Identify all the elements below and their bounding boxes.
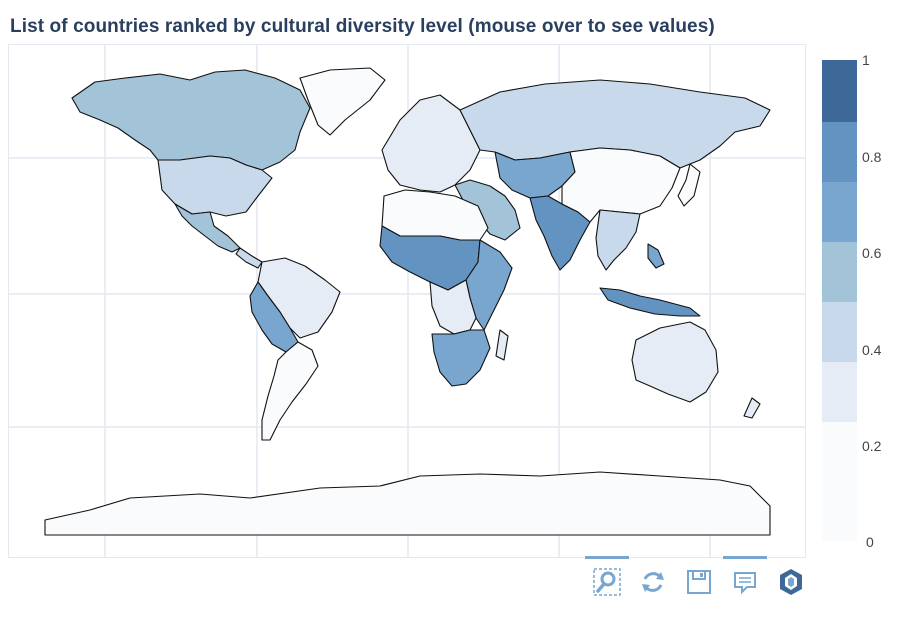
- country-india: [529, 195, 591, 271]
- region-southeast-asia: [595, 209, 641, 271]
- active-tool-indicator: [585, 556, 629, 559]
- zoom-button[interactable]: [593, 568, 621, 596]
- country-new-zealand: [743, 397, 761, 419]
- country-philippines: [647, 243, 665, 269]
- reset-icon: [642, 572, 664, 592]
- save-button[interactable]: [685, 568, 713, 596]
- region-southern-africa: [431, 329, 491, 387]
- colorbar-tick-label: 0: [866, 534, 874, 550]
- country-japan: [677, 163, 701, 207]
- country-greenland: [299, 67, 386, 136]
- region-central-africa: [429, 279, 477, 335]
- colorbar-band-3: [822, 182, 857, 242]
- colorbar-band-5: [822, 302, 857, 362]
- region-europe: [381, 94, 481, 193]
- zoom-icon: [593, 568, 621, 596]
- save-icon: [687, 570, 711, 594]
- country-madagascar: [495, 329, 509, 361]
- countries: [44, 67, 771, 536]
- colorbar-band-4: [822, 242, 857, 302]
- colorbar-band-6: [822, 362, 857, 422]
- colorbar-tick-label: 0.4: [862, 342, 882, 358]
- colorbar-tick-label: 0.6: [862, 245, 882, 261]
- colorbar-tick-label: 1: [862, 52, 870, 68]
- chart-title: List of countries ranked by cultural div…: [10, 16, 715, 37]
- country-china: [561, 147, 681, 223]
- colorbar-tick-label: 0.2: [862, 438, 882, 454]
- region-antarctica: [44, 471, 771, 536]
- reset-button[interactable]: [639, 568, 667, 596]
- country-australia: [631, 321, 719, 403]
- country-mexico: [174, 203, 241, 253]
- region-central-america: [235, 247, 263, 269]
- colorbar-tick-label: 0.8: [862, 149, 882, 165]
- colorbar-band-7: [822, 422, 857, 541]
- logo-button[interactable]: [777, 568, 805, 596]
- active-tool-indicator: [723, 556, 767, 559]
- logo-icon: [780, 569, 802, 595]
- country-canada: [71, 69, 311, 171]
- colorbar-band-2: [822, 122, 857, 182]
- region-south-america-south: [261, 341, 319, 441]
- modebar: [585, 556, 815, 600]
- colorbar-band-1: [822, 60, 857, 122]
- comment-button[interactable]: [731, 568, 759, 596]
- colorbar: [822, 60, 857, 541]
- country-indonesia: [599, 287, 701, 317]
- comment-icon: [734, 572, 756, 595]
